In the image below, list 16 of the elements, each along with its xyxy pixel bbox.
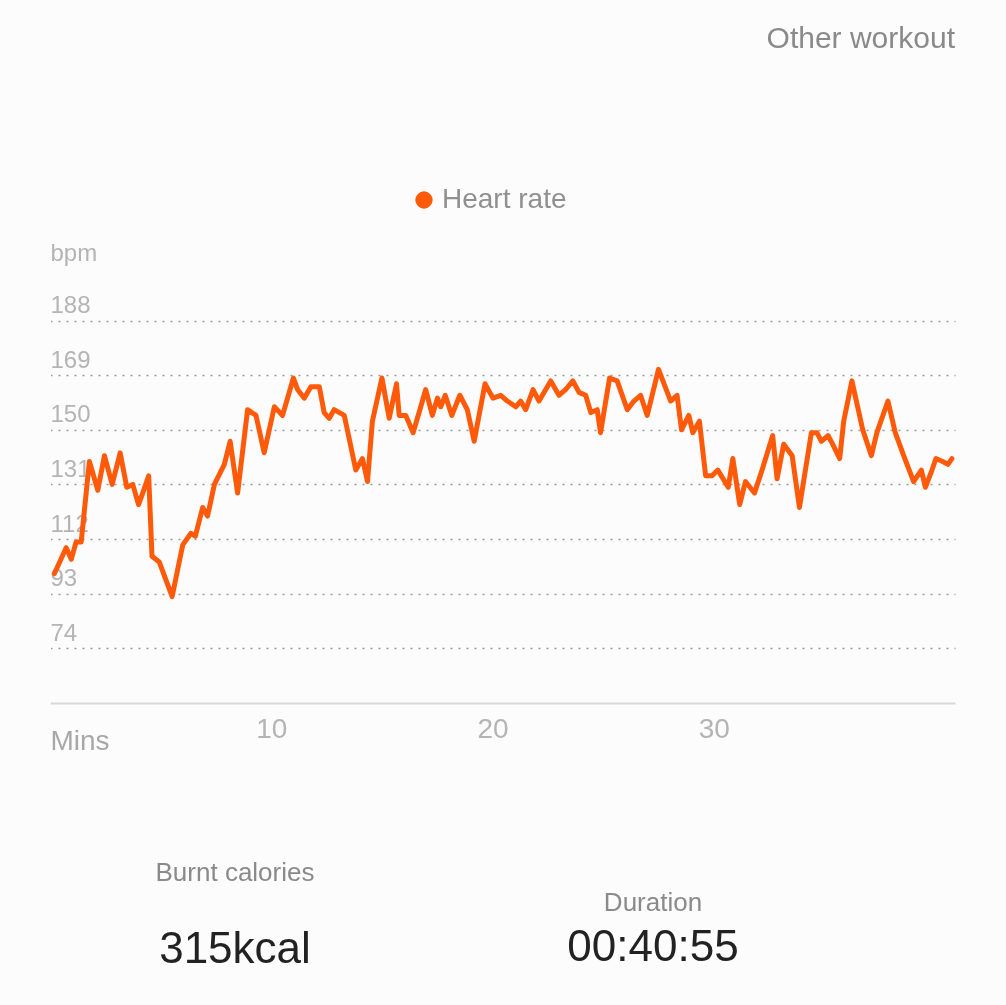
- y-axis-title: bpm: [50, 238, 98, 266]
- x-axis-title: Mins: [50, 724, 110, 756]
- text: Burnt calories: [155, 857, 315, 887]
- text: 315kcal: [159, 923, 311, 972]
- x-tick-label: 30: [698, 712, 730, 744]
- x-tick-label: 10: [256, 712, 288, 744]
- legend-label: Heart rate: [442, 183, 567, 214]
- chart-title: Other workout: [766, 21, 956, 54]
- y-tick-label: 74: [50, 618, 78, 646]
- y-tick-label: 131: [50, 454, 91, 482]
- y-tick-label: 150: [50, 400, 91, 428]
- text: 00:40:55: [567, 921, 739, 970]
- y-tick-label: 169: [50, 345, 91, 373]
- text: Duration: [603, 887, 703, 917]
- y-tick-label: 188: [50, 291, 91, 319]
- x-tick-label: 20: [477, 712, 509, 744]
